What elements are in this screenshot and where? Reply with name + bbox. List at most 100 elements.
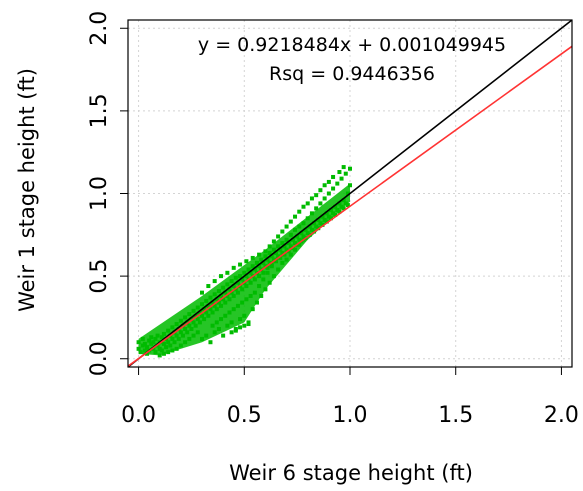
data-point <box>305 216 310 221</box>
data-point <box>265 265 270 270</box>
data-point <box>328 216 333 221</box>
data-point <box>309 227 314 232</box>
y-axis: 0.0 0.5 1.0 1.5 2.0 <box>87 11 128 376</box>
data-point <box>225 282 230 287</box>
data-point <box>303 227 308 232</box>
data-point <box>322 183 327 188</box>
data-point <box>341 206 346 211</box>
one-to-one-line <box>127 19 573 368</box>
data-point <box>206 313 211 318</box>
data-point <box>322 196 327 201</box>
data-point <box>164 345 169 350</box>
data-point <box>210 310 215 315</box>
data-point <box>288 219 293 224</box>
data-point <box>250 264 255 269</box>
data-point <box>229 279 234 284</box>
data-point <box>318 221 323 226</box>
data-point <box>278 247 283 252</box>
data-point <box>326 179 331 184</box>
data-point <box>151 340 156 345</box>
data-point <box>326 214 331 219</box>
data-point <box>269 254 274 259</box>
data-point <box>335 208 340 213</box>
x-axis-title: Weir 6 stage height (ft) <box>229 461 473 485</box>
data-point <box>183 340 188 345</box>
data-point <box>240 287 245 292</box>
data-point <box>200 302 204 307</box>
data-point <box>216 288 221 293</box>
y-axis-title: Weir 1 stage height (ft) <box>15 68 39 312</box>
data-point <box>140 343 145 348</box>
data-point <box>257 274 262 279</box>
regression-equation: y = 0.9218484x + 0.001049945 <box>198 34 506 56</box>
data-point <box>297 242 302 247</box>
data-point <box>309 196 314 201</box>
data-point <box>229 330 234 335</box>
data-point <box>301 204 306 209</box>
regression-line <box>127 45 573 367</box>
data-point <box>320 222 325 227</box>
data-point <box>153 336 158 341</box>
data-point <box>265 257 270 262</box>
data-point <box>221 285 226 290</box>
data-point <box>145 351 150 356</box>
data-point <box>214 307 219 312</box>
r-squared-label: Rsq = 0.9446356 <box>269 63 435 85</box>
data-point <box>263 287 268 292</box>
y-tick-label: 1.5 <box>87 93 112 128</box>
data-point <box>293 214 298 219</box>
data-point <box>227 287 232 292</box>
data-point <box>191 308 196 313</box>
data-point <box>170 348 175 353</box>
data-point <box>208 307 213 312</box>
data-point <box>159 335 164 340</box>
data-point <box>195 330 200 335</box>
x-tick-label: 0.5 <box>227 403 262 428</box>
data-point <box>293 241 298 246</box>
data-point <box>178 318 183 323</box>
data-point <box>240 277 245 282</box>
data-point <box>187 336 192 341</box>
data-point <box>339 204 344 209</box>
data-point <box>191 320 196 325</box>
data-point <box>250 255 255 260</box>
data-point <box>195 305 200 310</box>
data-point <box>252 290 257 295</box>
data-point <box>305 231 310 236</box>
annotations: y = 0.9218484x + 0.001049945 Rsq = 0.944… <box>198 34 506 85</box>
data-point <box>233 275 238 280</box>
data-point <box>288 252 293 257</box>
data-point <box>212 330 217 335</box>
data-point <box>267 260 272 265</box>
data-point <box>244 284 249 289</box>
data-point <box>305 201 310 206</box>
data-point <box>231 284 236 289</box>
data-point <box>231 293 236 298</box>
data-point <box>271 247 276 252</box>
x-axis: 0.0 0.5 1.0 1.5 2.0 <box>121 367 579 428</box>
data-point <box>210 323 215 328</box>
data-point <box>339 176 344 181</box>
data-point <box>200 313 204 318</box>
data-point <box>341 165 346 170</box>
data-point <box>166 340 171 345</box>
data-point <box>284 257 289 262</box>
data-point <box>195 317 200 322</box>
data-point <box>136 340 141 345</box>
data-point <box>231 307 236 312</box>
data-point <box>206 303 211 308</box>
y-tick-label: 0.0 <box>87 341 112 376</box>
data-point <box>314 193 319 198</box>
data-point <box>271 239 276 244</box>
data-point <box>257 252 262 257</box>
data-point <box>248 280 253 285</box>
data-point <box>265 270 270 275</box>
data-point <box>331 186 336 191</box>
data-point <box>235 290 240 295</box>
data-point <box>229 320 234 325</box>
data-point <box>333 204 338 209</box>
data-point <box>307 224 312 229</box>
data-point <box>337 201 342 206</box>
data-point <box>136 346 141 351</box>
data-point <box>178 330 183 335</box>
